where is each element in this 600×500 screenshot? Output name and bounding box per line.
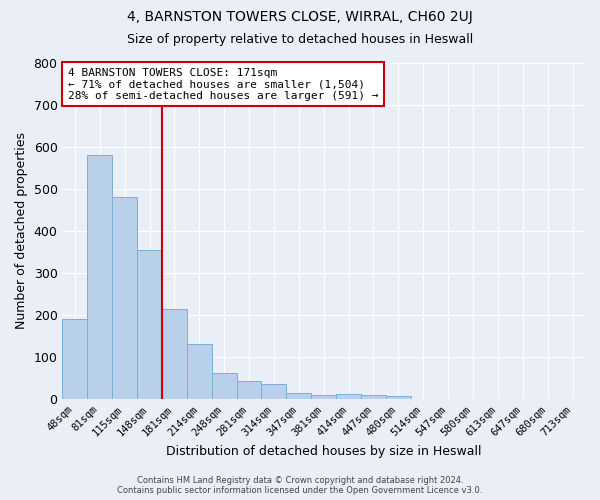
Bar bbox=[386, 396, 411, 399]
Bar bbox=[137, 250, 162, 399]
Bar bbox=[112, 197, 137, 399]
Bar bbox=[286, 393, 311, 399]
Text: 4, BARNSTON TOWERS CLOSE, WIRRAL, CH60 2UJ: 4, BARNSTON TOWERS CLOSE, WIRRAL, CH60 2… bbox=[127, 10, 473, 24]
Bar bbox=[162, 308, 187, 399]
Bar bbox=[212, 372, 236, 399]
Bar bbox=[62, 319, 88, 399]
Bar bbox=[361, 395, 386, 399]
Text: Size of property relative to detached houses in Heswall: Size of property relative to detached ho… bbox=[127, 32, 473, 46]
Bar bbox=[336, 394, 361, 399]
Y-axis label: Number of detached properties: Number of detached properties bbox=[15, 132, 28, 330]
Text: Contains HM Land Registry data © Crown copyright and database right 2024.
Contai: Contains HM Land Registry data © Crown c… bbox=[118, 476, 482, 495]
Text: 4 BARNSTON TOWERS CLOSE: 171sqm
← 71% of detached houses are smaller (1,504)
28%: 4 BARNSTON TOWERS CLOSE: 171sqm ← 71% of… bbox=[68, 68, 378, 100]
Bar bbox=[311, 395, 336, 399]
Bar bbox=[187, 344, 212, 399]
Bar bbox=[88, 155, 112, 399]
Bar bbox=[236, 382, 262, 399]
Bar bbox=[262, 384, 286, 399]
X-axis label: Distribution of detached houses by size in Heswall: Distribution of detached houses by size … bbox=[166, 444, 481, 458]
